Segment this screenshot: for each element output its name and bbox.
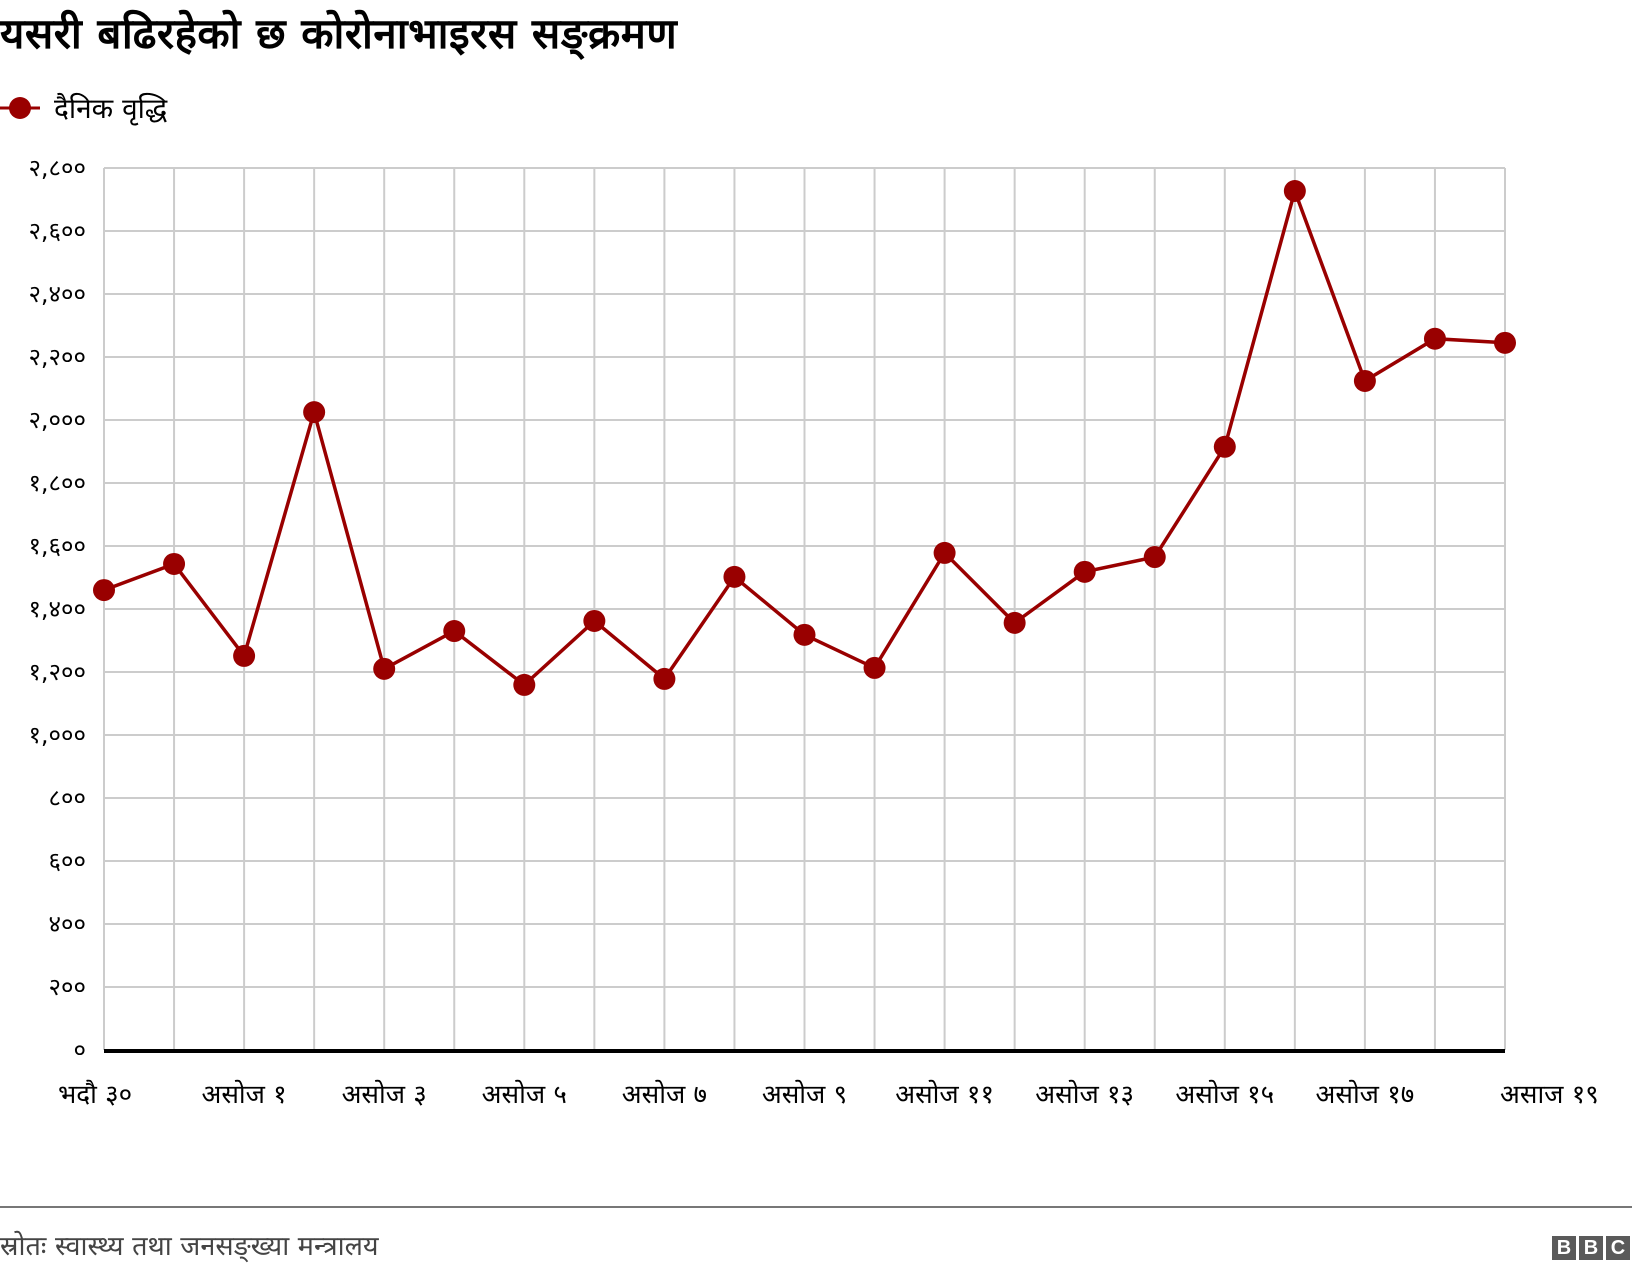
x-tick-label: असोज १७ [1316, 1079, 1415, 1110]
footer-divider [0, 1206, 1632, 1208]
data-point-marker [793, 623, 816, 646]
x-tick-label: असोज ११ [895, 1079, 994, 1110]
x-tick-label: असाज १९ [1500, 1080, 1599, 1110]
y-tick-label: १,४०० [28, 595, 86, 623]
y-tick-label: २,८०० [28, 154, 86, 182]
x-tick-label: असोज १ [201, 1079, 286, 1110]
y-tick-label: २,६०० [28, 217, 86, 245]
y-tick-label: २,४०० [28, 280, 86, 308]
bbc-logo-letter: B [1552, 1236, 1576, 1260]
chart-title: यसरी बढिरहेको छ कोरोनाभाइरस सङ्क्रमण [0, 9, 678, 58]
data-point-marker [513, 673, 536, 696]
data-points [93, 179, 1516, 696]
bbc-logo: B B C [1552, 1236, 1630, 1260]
data-point-marker [1143, 546, 1166, 569]
x-tick-label: असोज १३ [1035, 1079, 1134, 1110]
legend: दैनिक वृद्धि [0, 88, 167, 128]
x-tick-label: भदौ ३० [58, 1079, 132, 1110]
data-point-marker [863, 656, 886, 679]
y-tick-label: ८०० [49, 784, 86, 812]
grid-lines [103, 167, 1506, 1051]
x-tick-label: असोज ९ [762, 1079, 847, 1110]
data-point-marker [933, 541, 956, 564]
y-tick-label: १,२०० [28, 658, 86, 686]
x-tick-label: असोज ७ [622, 1079, 707, 1110]
x-tick-label: असोज १५ [1175, 1079, 1274, 1110]
data-point-marker [303, 401, 326, 424]
x-tick-label: असोज ३ [342, 1079, 427, 1110]
y-tick-label: २०० [49, 973, 86, 1001]
data-point-marker [233, 644, 256, 667]
y-tick-label: ४०० [49, 910, 86, 938]
y-tick-label: १,८०० [28, 469, 86, 497]
data-point-marker [583, 609, 606, 632]
x-tick-label: असोज ५ [482, 1079, 567, 1110]
y-axis-labels: ० २०० ४०० ६०० ८०० १,००० १,२०० १,४०० १,६०० १,८०० २,… [28, 154, 86, 1064]
legend-label: दैनिक वृद्धि [54, 92, 168, 125]
data-point-marker [1494, 331, 1516, 354]
data-point-marker [1213, 435, 1236, 458]
data-point-marker [1283, 179, 1306, 202]
y-tick-label: २,००० [28, 406, 86, 434]
data-point-marker [1423, 327, 1446, 350]
data-point-marker [373, 657, 396, 680]
y-tick-label: २,२०० [28, 343, 86, 371]
data-point-marker [1003, 611, 1026, 634]
data-point-marker [1073, 560, 1096, 583]
bbc-logo-letter: C [1606, 1236, 1630, 1260]
source-text: स्रोतः स्वास्थ्य तथा जनसङ्ख्या मन्त्रालय [0, 1231, 379, 1262]
data-point-marker [443, 620, 466, 643]
x-axis-labels: भदौ ३० असोज १ असोज ३ असोज ५ असोज ७ असोज ९ असोज… [58, 1079, 1599, 1110]
data-point-marker [163, 552, 186, 575]
y-tick-label: १,६०० [28, 532, 86, 560]
data-point-marker [93, 579, 115, 602]
data-point-marker [653, 667, 676, 690]
y-tick-label: १,००० [28, 721, 86, 749]
bbc-logo-letter: B [1579, 1236, 1603, 1260]
y-tick-label: ० [74, 1036, 86, 1064]
legend-line-marker-icon [0, 97, 40, 119]
data-point-marker [723, 565, 746, 588]
data-point-marker [1353, 369, 1376, 392]
y-tick-label: ६०० [49, 847, 86, 875]
